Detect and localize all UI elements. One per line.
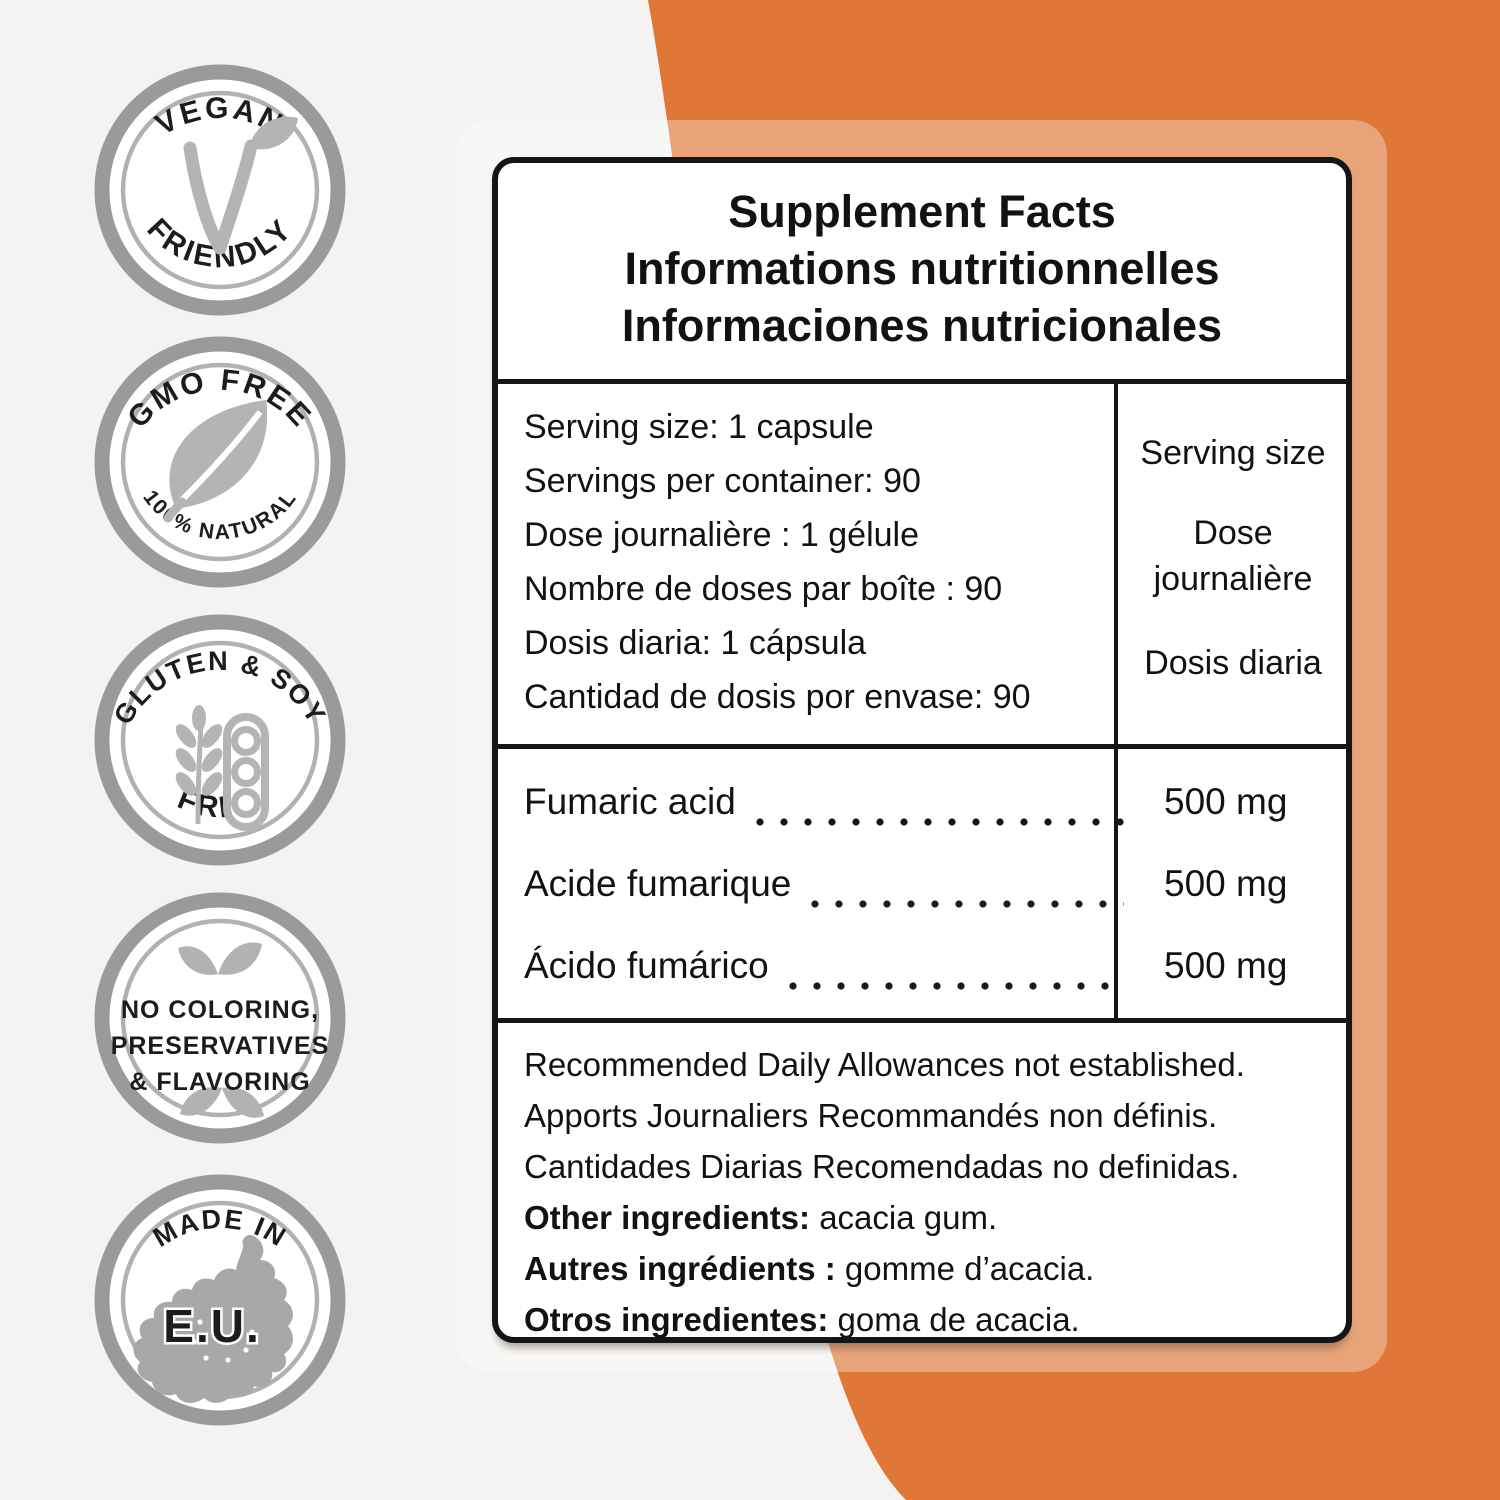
vegan-v-leaf-icon bbox=[183, 116, 298, 255]
serving-header-en: Serving size bbox=[1140, 434, 1326, 472]
nutrient-name: Fumaric acid bbox=[524, 781, 736, 822]
serving-line: Nombre de doses par boîte : 90 bbox=[524, 570, 1003, 608]
title-line-es: Informaciones nutricionales bbox=[621, 300, 1223, 351]
nutrient-value: 500 mg bbox=[1164, 945, 1288, 986]
serving-line: Dosis diaria: 1 cápsula bbox=[524, 624, 867, 662]
nutrient-value: 500 mg bbox=[1164, 781, 1288, 822]
serving-header-fr: Dose journalière bbox=[1153, 514, 1313, 598]
other-ingredients-label: Other ingredients: bbox=[524, 1199, 811, 1236]
footnote-line: Apports Journaliers Recommandés non défi… bbox=[524, 1097, 1218, 1134]
badge-no-additives: NO COLORING, PRESERVATIVES & FLAVORING bbox=[94, 892, 346, 1144]
panel-title: Supplement Facts Informations nutritionn… bbox=[498, 163, 1346, 379]
europe-map-icon bbox=[133, 1234, 293, 1403]
nutrient-row: Fumaric acid 500 mg bbox=[524, 761, 1346, 843]
title-line-fr: Informations nutritionnelles bbox=[624, 243, 1220, 294]
badge-text-line: PRESERVATIVES bbox=[111, 1032, 330, 1060]
serving-line: Servings per container: 90 bbox=[524, 462, 921, 500]
dot-leader bbox=[747, 761, 1124, 843]
footnote-line: Recommended Daily Allowances not establi… bbox=[524, 1046, 1245, 1083]
nutrient-row: Acide fumarique 500 mg bbox=[524, 843, 1346, 925]
nutrient-row: Ácido fumárico 500 mg bbox=[524, 925, 1346, 1007]
dot-leader bbox=[803, 843, 1124, 925]
title-line-en: Supplement Facts bbox=[728, 186, 1116, 237]
badge-vegan-friendly: VEGAN FRIENDLY bbox=[94, 64, 346, 316]
vertical-divider bbox=[1114, 384, 1118, 1018]
badge-gmo-free: GMO FREE 100% NATURAL bbox=[94, 336, 346, 588]
badge-gluten-soy-free: GLUTEN & SOY FREE bbox=[94, 614, 346, 866]
serving-header-column: Serving size Dose journalière Dosis diar… bbox=[1120, 384, 1346, 744]
facts-table: Serving size: 1 capsule Servings per con… bbox=[498, 384, 1346, 1018]
footnote-line: Cantidades Diarias Recomendadas no defin… bbox=[524, 1148, 1240, 1185]
footnote-line: Otros ingredientes: goma de acacia. bbox=[524, 1301, 1080, 1338]
footnote-line: Autres ingrédients : gomme d’acacia. bbox=[524, 1250, 1095, 1287]
badge-text-line: & FLAVORING bbox=[129, 1068, 310, 1096]
serving-section: Serving size: 1 capsule Servings per con… bbox=[498, 384, 1346, 744]
two-leaves-icon bbox=[178, 942, 264, 1118]
serving-info-column: Serving size: 1 capsule Servings per con… bbox=[498, 384, 1116, 744]
otros-ingredientes-label: Otros ingredientes: bbox=[524, 1301, 829, 1338]
horizontal-rule bbox=[498, 379, 1346, 384]
serving-line: Serving size: 1 capsule bbox=[524, 408, 874, 446]
serving-line: Dose journalière : 1 gélule bbox=[524, 516, 920, 554]
badge-made-in-eu: MADE IN E.U. bbox=[94, 1174, 346, 1426]
footnote-line: Other ingredients: acacia gum. bbox=[524, 1199, 998, 1236]
dot-leader bbox=[780, 925, 1124, 1007]
nutrient-name: Acide fumarique bbox=[524, 863, 792, 904]
nutrient-name: Ácido fumárico bbox=[524, 945, 769, 986]
wheat-and-soy-icon bbox=[175, 705, 269, 831]
autres-ingredients-label: Autres ingrédients : bbox=[524, 1250, 836, 1287]
badge-center-text: E.U. bbox=[163, 1300, 260, 1352]
badge-text-line: NO COLORING, bbox=[121, 996, 319, 1024]
serving-header-es: Dosis diaria bbox=[1144, 644, 1322, 682]
horizontal-rule bbox=[498, 1018, 1346, 1023]
nutrient-value: 500 mg bbox=[1164, 863, 1288, 904]
footnotes-section: Recommended Daily Allowances not establi… bbox=[498, 1023, 1346, 1345]
nutrients-section: Fumaric acid 500 mg Acide fumarique 500 … bbox=[498, 749, 1346, 1018]
leaf-icon bbox=[163, 400, 268, 523]
supplement-facts-panel: Supplement Facts Informations nutritionn… bbox=[492, 157, 1352, 1343]
serving-line: Cantidad de dosis por envase: 90 bbox=[524, 678, 1031, 716]
horizontal-rule bbox=[498, 744, 1346, 749]
